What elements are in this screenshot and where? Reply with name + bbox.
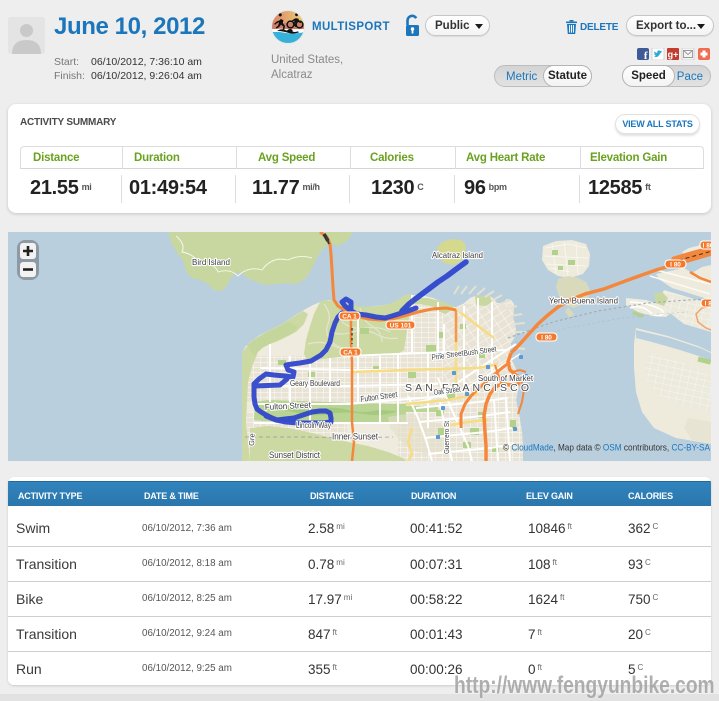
svg-text:South of Market: South of Market (478, 373, 534, 383)
svg-text:CA 1: CA 1 (342, 313, 357, 320)
svg-text:Gre: Gre (247, 433, 257, 446)
svg-text:CA 1: CA 1 (343, 349, 358, 356)
svg-text:I 80: I 80 (703, 242, 711, 249)
svg-text:Inner Sunset: Inner Sunset (332, 432, 378, 442)
svg-text:Bird Island: Bird Island (192, 257, 230, 267)
svg-text:Guerrero St: Guerrero St (442, 420, 451, 454)
svg-text:© CloudMade, Map data © OSM co: © CloudMade, Map data © OSM contributors… (503, 443, 710, 453)
svg-text:Yerba Buena Island: Yerba Buena Island (549, 296, 618, 306)
svg-text:g+: g+ (668, 50, 679, 60)
svg-text:f: f (644, 50, 648, 60)
svg-text:US 101: US 101 (390, 322, 412, 329)
svg-text:I 80: I 80 (705, 300, 711, 307)
svg-text:I 80: I 80 (541, 334, 552, 341)
svg-text:Lincoln Way: Lincoln Way (296, 420, 332, 430)
svg-text:I 80: I 80 (670, 261, 681, 268)
svg-text:Alcatraz Island: Alcatraz Island (432, 250, 483, 260)
svg-text:Geary Boulevard: Geary Boulevard (290, 378, 340, 388)
svg-text:Fulton Street: Fulton Street (265, 400, 312, 412)
svg-text:Sunset District: Sunset District (269, 450, 320, 460)
